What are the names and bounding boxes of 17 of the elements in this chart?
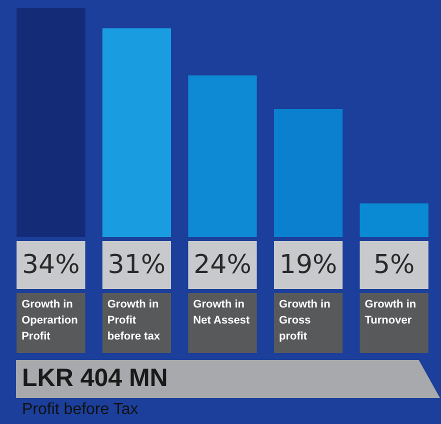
data-label: 31% [108,250,166,280]
x-tick-label: Growth in Turnover [364,298,416,327]
x-tick-label: Growth in Gross profit [278,298,331,343]
data-label: 24% [194,250,252,280]
bar [102,28,172,237]
data-label: 19% [279,250,338,280]
text: Profit before Tax [22,401,138,419]
bar [360,203,428,237]
x-tick-label: Growth in Net Assest [193,298,250,327]
bar [188,75,257,237]
bar [274,109,343,237]
bar [16,8,86,237]
data-label: 5% [373,250,415,280]
x-tick-label: Growth in Operartion Profit [22,298,78,343]
x-tick-label: Growth in Profit before tax [107,298,161,343]
text: LKR 404 MN [22,364,168,393]
data-label: 34% [22,250,80,280]
